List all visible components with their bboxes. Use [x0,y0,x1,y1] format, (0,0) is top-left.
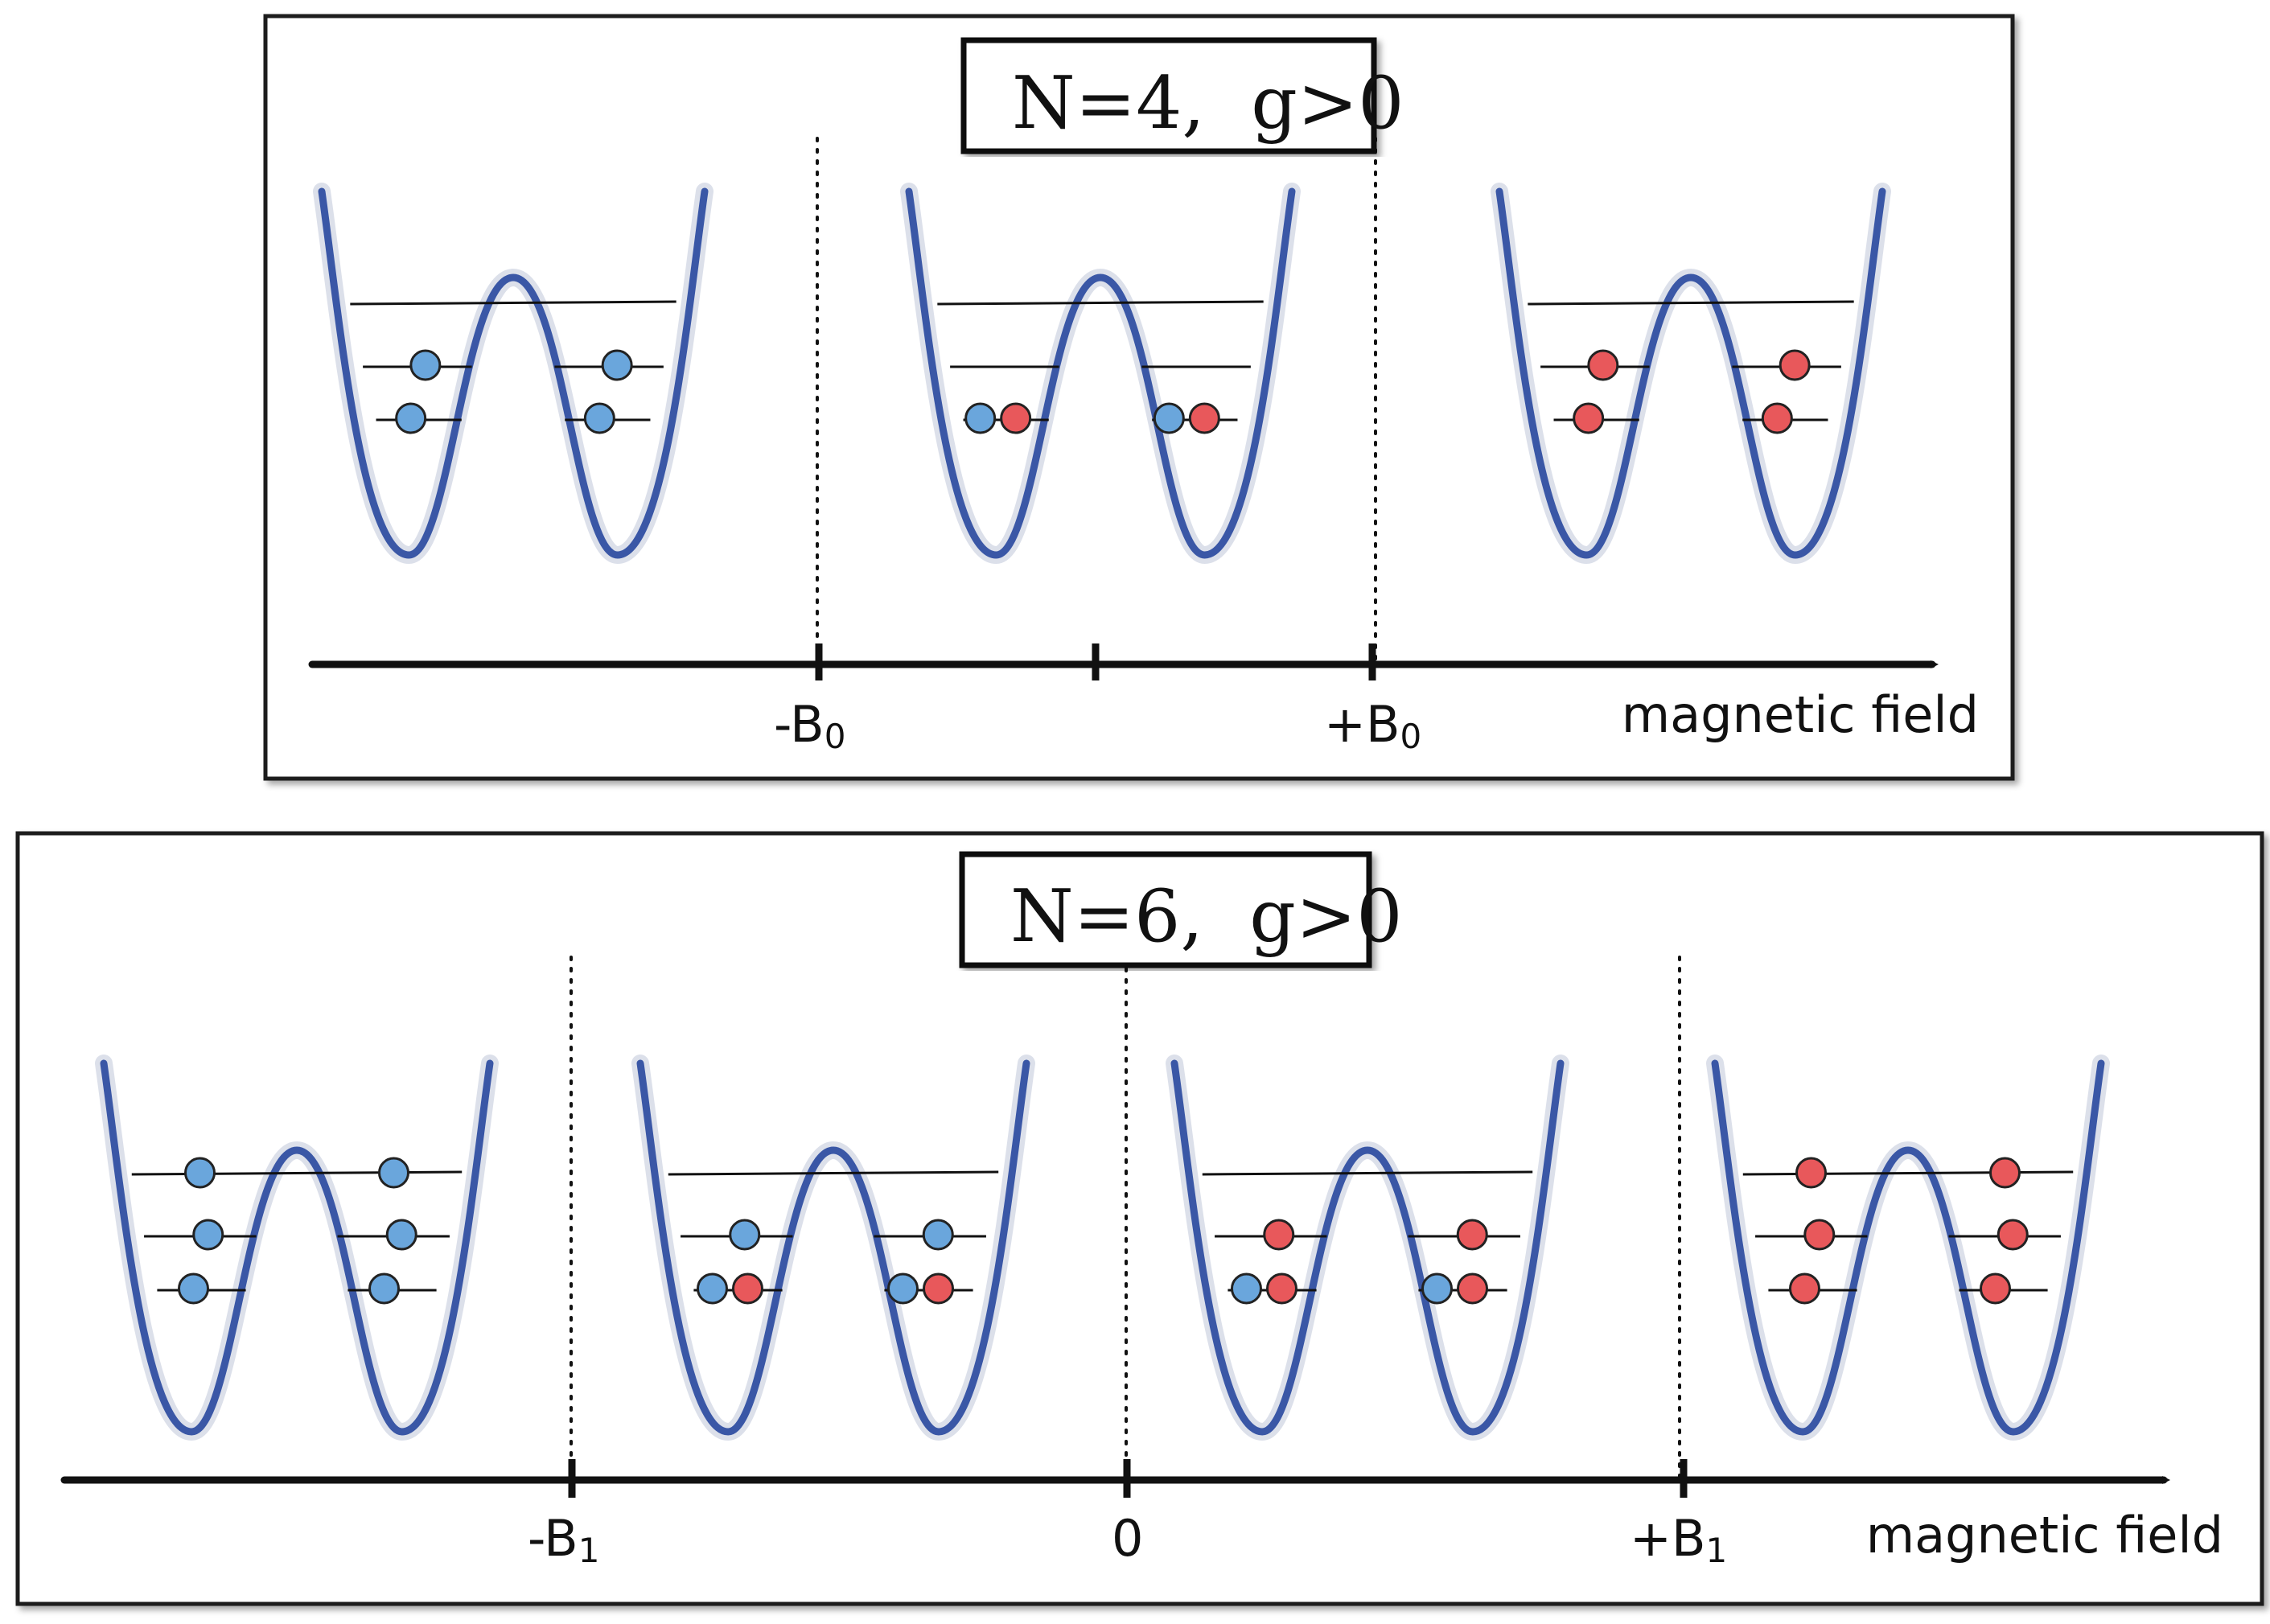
spin-down-particle [1188,402,1220,434]
tick-label-minus-b1: -B1 [528,1509,599,1570]
energy-level [668,1170,999,1176]
spin-down-particle [1573,402,1605,434]
panel-n4-title-box: N=4, g>0 [960,37,1404,154]
spin-down-particle [1456,1219,1488,1251]
spin-up-particle [696,1272,728,1305]
panel-n4-title: N=4, g>0 [1012,61,1404,146]
axis-label: magnetic field [1622,685,1979,744]
spin-up-particle [377,1157,409,1189]
spin-up-particle [1153,402,1185,434]
double-well-4 [1706,1055,2110,1441]
spin-down-particle [731,1272,763,1305]
spin-up-particle [409,349,442,381]
spin-up-particle [583,402,615,434]
panel-n6: N=6, g>0 -B1 0 +B1 magnetic field [15,831,2264,1606]
well-potential-curve [318,187,709,559]
double-well-2 [631,1055,1035,1441]
spin-up-particle [1421,1272,1454,1305]
spin-down-particle [1457,1272,1489,1305]
double-well-1 [313,183,713,565]
spin-down-particle [1988,1157,2021,1189]
spin-up-particle [601,349,633,381]
spin-down-particle [1779,349,1811,381]
well-potential-curve [100,1059,494,1436]
tick-label-plus-b1: +B1 [1630,1509,1727,1570]
tick-label-zero: 0 [1112,1509,1143,1568]
spin-up-particle [184,1157,216,1189]
spin-up-particle [368,1272,401,1305]
energy-level [1202,1170,1533,1176]
energy-level [937,300,1264,306]
spin-up-particle [729,1219,761,1251]
spin-down-particle [1587,349,1619,381]
energy-level [350,300,676,306]
well-potential-curve [905,187,1296,559]
spin-down-particle [1761,402,1793,434]
spin-up-particle [887,1272,919,1305]
spin-up-particle [385,1219,417,1251]
panel-n6-title-box: N=6, g>0 [959,851,1403,968]
double-well-1 [95,1055,499,1441]
spin-down-particle [1803,1219,1836,1251]
double-well-3 [1491,183,1891,565]
double-well-2 [900,183,1301,565]
double-well-3 [1166,1055,1569,1441]
spin-down-particle [1000,402,1032,434]
well-potential-curve [636,1059,1030,1436]
well-potential-curve [1170,1059,1565,1436]
spin-up-particle [177,1272,209,1305]
spin-down-particle [1795,1157,1828,1189]
spin-up-particle [1230,1272,1262,1305]
axis-label: magnetic field [1866,1506,2223,1564]
spin-down-particle [1265,1272,1297,1305]
well-potential-curve [1711,1059,2105,1436]
spin-up-particle [922,1219,954,1251]
spin-down-particle [1788,1272,1820,1305]
spin-down-particle [923,1272,955,1305]
panel-n4: N=4, g>0 -B0 +B0 magnetic field [263,14,2015,781]
spin-down-particle [1997,1219,2029,1251]
tick-label-plus-b0: +B0 [1324,695,1421,756]
spin-up-particle [964,402,997,434]
energy-level [1528,300,1854,306]
spin-down-particle [1980,1272,2012,1305]
tick-label-minus-b0: -B0 [774,695,845,756]
spin-up-particle [192,1219,224,1251]
well-potential-curve [1495,187,1886,559]
panel-n6-title: N=6, g>0 [1010,874,1403,959]
spin-down-particle [1263,1219,1295,1251]
spin-up-particle [395,402,427,434]
